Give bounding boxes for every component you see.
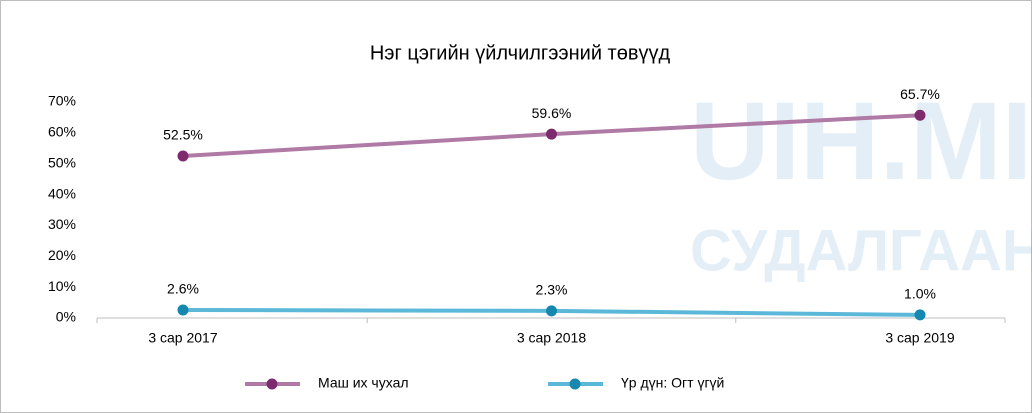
point	[546, 128, 557, 140]
data-label: 2.3%	[536, 282, 568, 298]
y-tick-label: 10%	[48, 278, 76, 294]
point	[546, 305, 557, 317]
legend-label: Үр дүн: Огт үгүй	[621, 375, 724, 391]
y-tick-label: 20%	[48, 247, 76, 263]
y-tick-label: 70%	[48, 93, 76, 109]
point	[177, 150, 189, 162]
legend-marker	[266, 378, 278, 390]
watermark: UIH.MI	[690, 80, 1032, 203]
data-label: 52.5%	[163, 127, 203, 143]
x-tick-label: 3 сар 2019	[885, 330, 954, 346]
data-label: 59.6%	[532, 105, 572, 121]
data-label: 65.7%	[900, 86, 940, 102]
y-tick-label: 60%	[48, 124, 76, 140]
point	[914, 109, 926, 121]
chart-title: Нэг цэгийн үйлчилгээний төвүүд	[370, 42, 671, 64]
point	[177, 304, 189, 316]
data-label: 2.6%	[167, 281, 199, 297]
y-tick-label: 30%	[48, 216, 76, 232]
x-tick-label: 3 сар 2017	[148, 330, 217, 346]
x-tick-label: 3 сар 2018	[517, 330, 586, 346]
point	[914, 309, 926, 321]
data-label: 1.0%	[904, 286, 936, 302]
watermark: СУДАЛГААНЫ С	[690, 218, 1032, 283]
y-tick-label: 0%	[56, 309, 76, 325]
y-tick-label: 40%	[48, 185, 76, 201]
y-tick-label: 50%	[48, 154, 76, 170]
legend-marker	[569, 378, 581, 390]
legend-label: Маш их чухал	[318, 375, 409, 391]
